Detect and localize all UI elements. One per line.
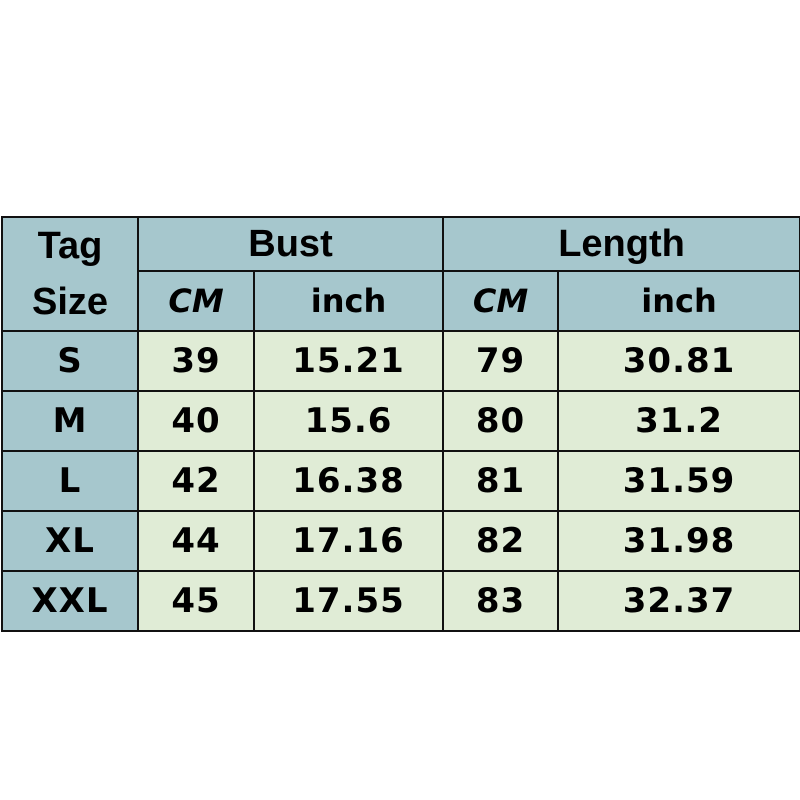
bust-inch-cell: 15.6 (252, 390, 445, 452)
length-inch-cell: 30.81 (557, 330, 800, 392)
size-chart-table: Tag Size Bust Length CM inch CM inch S 39… (1, 216, 800, 632)
bust-inch-cell: 16.38 (252, 450, 445, 512)
size-cell: M (1, 390, 139, 452)
bust-cm-cell: 44 (137, 510, 255, 572)
bust-inch-cell: 17.55 (252, 570, 445, 632)
length-cm-cell: 81 (442, 450, 560, 512)
length-cm-header: CM (442, 270, 560, 332)
size-label: Size (31, 281, 109, 323)
length-inch-cell: 31.2 (557, 390, 800, 452)
table-row: L 42 16.38 81 31.59 (1, 450, 800, 512)
bust-header: Bust (136, 216, 445, 272)
bust-cm-cell: 39 (137, 330, 255, 392)
tag-size-header: Tag Size (1, 216, 139, 332)
bust-inch-header: inch (252, 270, 445, 332)
size-cell: XL (1, 510, 139, 572)
size-cell: L (1, 450, 139, 512)
bust-cm-header: CM (137, 270, 255, 332)
bust-inch-cell: 15.21 (252, 330, 445, 392)
bust-cm-cell: 45 (137, 570, 255, 632)
length-inch-cell: 31.59 (557, 450, 800, 512)
bust-inch-cell: 17.16 (252, 510, 445, 572)
length-inch-header: inch (557, 270, 800, 332)
length-cm-cell: 83 (442, 570, 560, 632)
table-row: XXL 45 17.55 83 32.37 (1, 570, 800, 632)
bust-cm-cell: 40 (137, 390, 255, 452)
table-row: M 40 15.6 80 31.2 (1, 390, 800, 452)
length-cm-cell: 80 (442, 390, 560, 452)
length-inch-cell: 32.37 (557, 570, 800, 632)
size-cell: S (1, 330, 139, 392)
length-cm-cell: 82 (442, 510, 560, 572)
length-header: Length (442, 216, 800, 272)
bust-cm-cell: 42 (137, 450, 255, 512)
length-cm-cell: 79 (442, 330, 560, 392)
length-inch-cell: 31.98 (557, 510, 800, 572)
table-row: S 39 15.21 79 30.81 (1, 330, 800, 392)
tag-label: Tag (37, 225, 103, 267)
table-row: XL 44 17.16 82 31.98 (1, 510, 800, 572)
size-cell: XXL (1, 570, 139, 632)
